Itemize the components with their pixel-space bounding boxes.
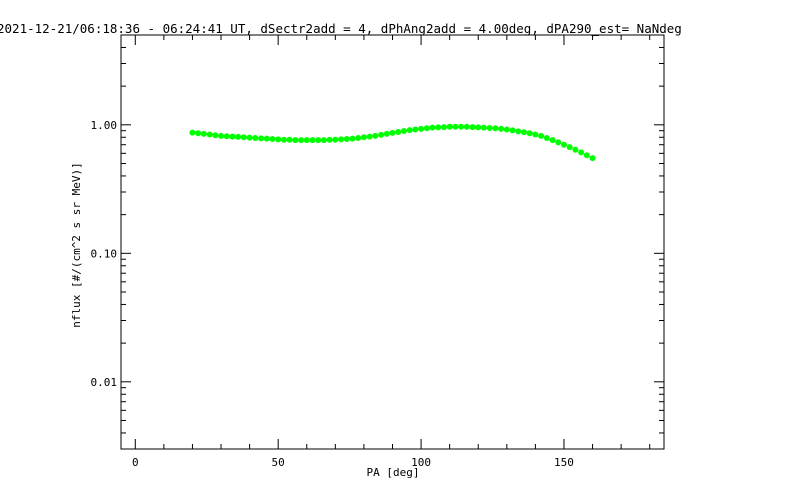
- data-point: [395, 128, 402, 135]
- data-point: [589, 155, 596, 162]
- data-point: [452, 123, 459, 130]
- y-axis-label: nflux [#/(cm^2 s sr MeV)]: [70, 162, 83, 328]
- data-point: [406, 127, 413, 134]
- data-point: [315, 137, 322, 144]
- data-point: [298, 137, 305, 144]
- data-point: [532, 131, 539, 138]
- data-point: [526, 130, 533, 137]
- x-tick-label: 150: [554, 456, 574, 469]
- data-point: [572, 146, 579, 153]
- data-point: [372, 132, 379, 139]
- data-point: [543, 134, 550, 141]
- data-point: [246, 134, 253, 141]
- data-point: [560, 141, 567, 148]
- data-point: [538, 132, 545, 139]
- data-point: [412, 126, 419, 133]
- data-point: [492, 125, 499, 132]
- data-point: [218, 132, 225, 139]
- data-point: [189, 129, 196, 136]
- data-point: [423, 125, 430, 132]
- data-point: [486, 124, 493, 131]
- data-point: [515, 128, 522, 135]
- y-axis-tick-labels: 0.01 0.10 1.00: [91, 119, 118, 389]
- data-point: [240, 134, 247, 141]
- data-point: [349, 135, 356, 142]
- y-axis-ticks: [121, 34, 664, 450]
- data-point: [206, 131, 213, 138]
- data-point: [469, 124, 476, 131]
- data-point: [549, 137, 556, 144]
- data-point: [258, 135, 265, 142]
- x-axis-tick-labels: 0 50 100 150: [132, 456, 574, 469]
- data-point: [458, 123, 465, 130]
- y-tick-label: 1.00: [91, 119, 118, 132]
- data-point: [252, 134, 259, 141]
- x-tick-label: 100: [411, 456, 431, 469]
- data-point: [429, 124, 436, 131]
- data-point: [463, 123, 470, 130]
- data-point: [343, 136, 350, 143]
- data-point: [332, 136, 339, 143]
- data-point: [235, 133, 242, 140]
- data-point: [498, 125, 505, 132]
- data-point: [389, 129, 396, 136]
- data-point: [320, 137, 327, 144]
- plot-frame: [120, 34, 665, 450]
- data-point: [326, 136, 333, 143]
- data-point: [555, 139, 562, 146]
- data-point: [212, 132, 219, 139]
- data-point: [200, 130, 207, 137]
- data-point: [195, 130, 202, 137]
- data-series: [189, 123, 596, 162]
- data-point: [383, 130, 390, 137]
- data-point: [286, 136, 293, 143]
- chart-title: 2021-12-21/06:18:36 - 06:24:41 UT, dSect…: [0, 21, 682, 36]
- data-point: [229, 133, 236, 140]
- data-point: [418, 125, 425, 132]
- data-point: [435, 124, 442, 131]
- data-point: [475, 124, 482, 131]
- x-tick-label: 50: [272, 456, 285, 469]
- data-point: [280, 136, 287, 143]
- data-point: [366, 133, 373, 140]
- data-point: [269, 136, 276, 143]
- data-point: [520, 129, 527, 136]
- data-point: [223, 133, 230, 140]
- data-point: [360, 134, 367, 141]
- data-point: [578, 149, 585, 156]
- data-point: [446, 123, 453, 130]
- data-point: [583, 152, 590, 159]
- data-point: [338, 136, 345, 143]
- data-point: [480, 124, 487, 131]
- data-point: [509, 127, 516, 134]
- y-tick-label: 0.01: [91, 376, 118, 389]
- x-axis-label: PA [deg]: [367, 466, 420, 479]
- data-point: [292, 137, 299, 144]
- data-point: [378, 131, 385, 138]
- data-point: [355, 134, 362, 141]
- data-point: [309, 137, 316, 144]
- y-tick-label: 0.10: [91, 247, 118, 260]
- data-point: [303, 137, 310, 144]
- x-axis-ticks: [134, 35, 651, 449]
- data-point: [566, 144, 573, 151]
- data-point: [275, 136, 282, 143]
- data-point: [503, 126, 510, 133]
- data-point: [263, 135, 270, 142]
- data-point: [400, 128, 407, 135]
- data-point: [440, 124, 447, 131]
- x-tick-label: 0: [132, 456, 139, 469]
